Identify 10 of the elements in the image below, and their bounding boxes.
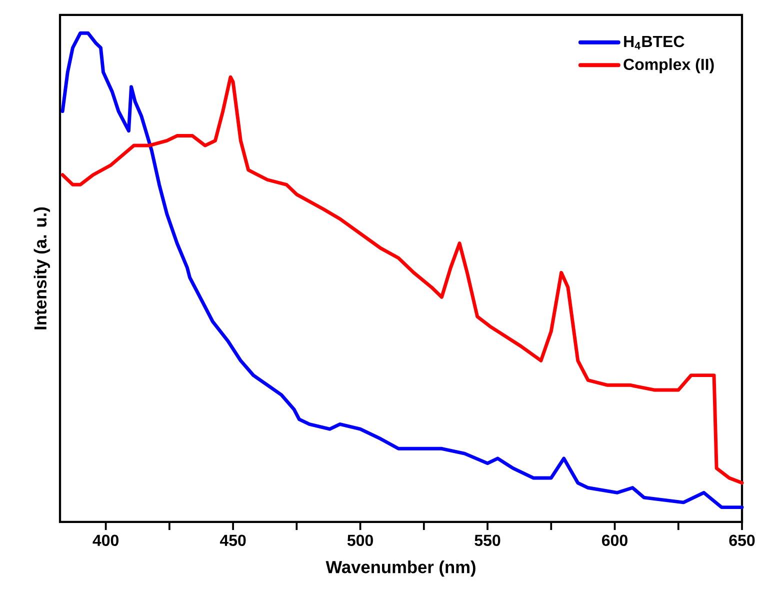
x-tick-label: 450: [220, 534, 246, 546]
x-tick-label: 600: [602, 534, 628, 546]
x-tick-label: 500: [347, 534, 373, 546]
x-axis-title: Wavenumber (nm): [326, 560, 476, 577]
legend-label: Complex (II): [624, 58, 714, 74]
x-tick-label: 650: [729, 534, 755, 546]
y-axis-title: Intensity (a. u.): [34, 207, 50, 330]
x-tick-label: 550: [474, 534, 500, 546]
x-tick-label: 400: [92, 534, 118, 546]
legend-label: H$_{4}$BTEC: [624, 36, 684, 50]
